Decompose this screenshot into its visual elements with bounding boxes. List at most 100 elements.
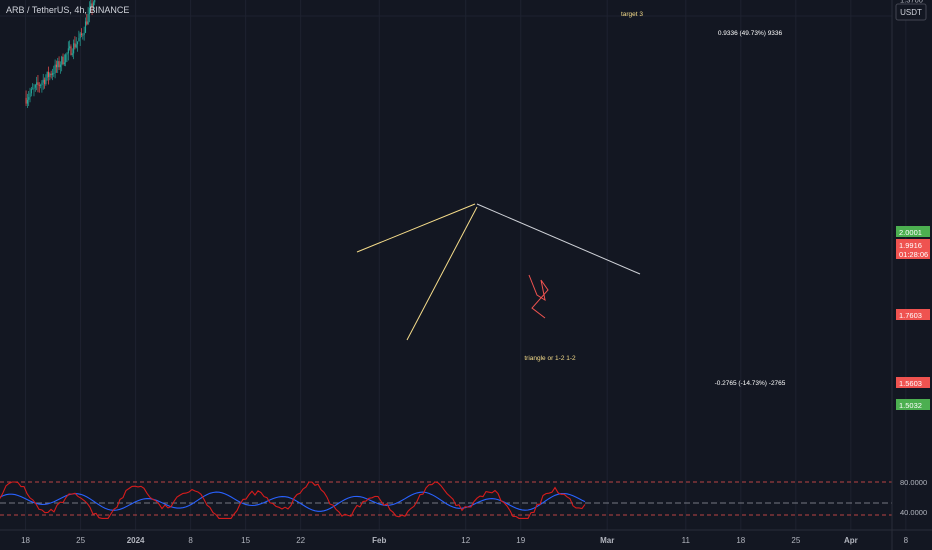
candle-body [82,34,84,36]
time-tick-label: 2024 [127,536,145,545]
time-tick-label: Apr [844,536,858,545]
candle-body [59,64,61,68]
currency-button[interactable]: USDT [895,3,927,21]
candle-body [25,97,27,104]
time-axis[interactable]: 18 25 2024 8 15 22 Feb 12 19 Mar 11 18 25 Apr 8 [0,529,932,545]
currency-label: USDT [900,8,922,17]
rsi-signal-line [0,491,586,512]
price-tag [896,399,930,410]
rsi-tick-label: 40.0000 [900,508,927,517]
price-tag-label: 1.7603 [899,311,922,320]
candle-body [79,33,81,39]
candle-body [58,61,60,68]
price-tag [896,226,930,237]
time-tick-label: 18 [21,536,30,545]
chart-annotation: target 3 [621,11,643,18]
candle-body [33,87,35,89]
candle-body [45,77,47,85]
price-tag [896,309,930,320]
price-tag-label: 1.5603 [899,379,922,388]
time-tick-label: Feb [372,536,386,545]
rsi-tick-label: 80.0000 [900,478,927,487]
candle-body [81,33,83,35]
price-tick-label: 1.3700 [900,0,923,4]
candle-body [55,64,58,68]
candle-body [67,48,69,54]
candle-body [38,84,40,86]
candle-body [75,44,77,48]
candle-body [78,38,80,42]
candle-body [44,79,46,85]
candle-body [37,82,39,85]
time-tick-label: 19 [516,536,525,545]
trendline[interactable] [406,206,478,341]
candle-body [41,82,43,85]
candle-body [66,53,68,55]
candle-body [32,88,34,90]
candle-body [77,41,79,45]
time-tick-label: Mar [600,536,614,545]
rsi-pane: 80.0000 40.0000 [0,478,927,519]
trendline[interactable] [356,203,476,253]
grid [0,0,907,530]
candle-body [65,54,67,63]
price-tag-label: 1.5032 [899,401,922,410]
price-tag [896,239,930,250]
candles [25,0,96,108]
candle-body [92,2,94,8]
candle-body [90,3,92,9]
price-tag [896,377,930,388]
chart-annotation: -0.2765 (-14.73%) -2765 [715,380,786,387]
time-tick-label: 25 [76,536,85,545]
time-tick-label: 22 [296,536,305,545]
rsi-line [0,481,586,519]
price-tag-label: 01:28:06 [899,250,928,259]
candle-body [46,71,48,78]
candle-body [28,97,30,100]
candle-body [48,71,50,77]
candle-body [87,14,89,25]
candle-body [51,73,54,76]
price-tag-label: 2.0001 [899,228,922,237]
candle-body [42,79,44,83]
candle-body [62,56,64,65]
candle-body [69,46,71,49]
candle-body [50,73,52,76]
time-tick-label: 11 [682,536,691,545]
annotations: target 3 0.9336 (49.73%) 9336 -0.2765 (-14… [524,11,785,387]
candle-body [26,99,28,104]
chart-annotation: triangle or 1-2 1-2 [524,355,576,362]
candle-body [29,93,31,98]
time-tick-label: 15 [241,536,250,545]
price-tag-label: 1.9916 [899,241,922,250]
price-tag [896,248,930,259]
candle-body [54,64,56,74]
candle-body [57,61,59,68]
candle-body [49,73,51,77]
trendline[interactable] [476,203,641,275]
candle-body [40,84,42,86]
symbol-title: ARB / TetherUS, 4h, BINANCE [6,5,129,15]
trendlines[interactable] [356,203,641,341]
candle-body [63,62,65,65]
candle-body [86,21,88,25]
candle-body [61,56,63,65]
candle-body [71,53,73,55]
time-tick-label: 8 [188,536,193,545]
candle-body [36,82,38,85]
candle-body [30,88,32,94]
candle-body [73,43,75,54]
candle-body [74,43,76,48]
candle-body [70,46,72,55]
candle-body [53,73,55,74]
time-tick-label: 18 [736,536,745,545]
chart-annotation: 0.9336 (49.73%) 9336 [718,30,783,37]
time-tick-label: 25 [791,536,800,545]
price-axis[interactable]: 2.80002.70002.60002.50002.40002.30002.20… [891,0,930,550]
candle-body [88,8,91,15]
time-tick-label: 12 [461,536,470,545]
triangle-path[interactable] [528,274,549,319]
candle-body [83,32,85,35]
candle-body [34,84,36,88]
